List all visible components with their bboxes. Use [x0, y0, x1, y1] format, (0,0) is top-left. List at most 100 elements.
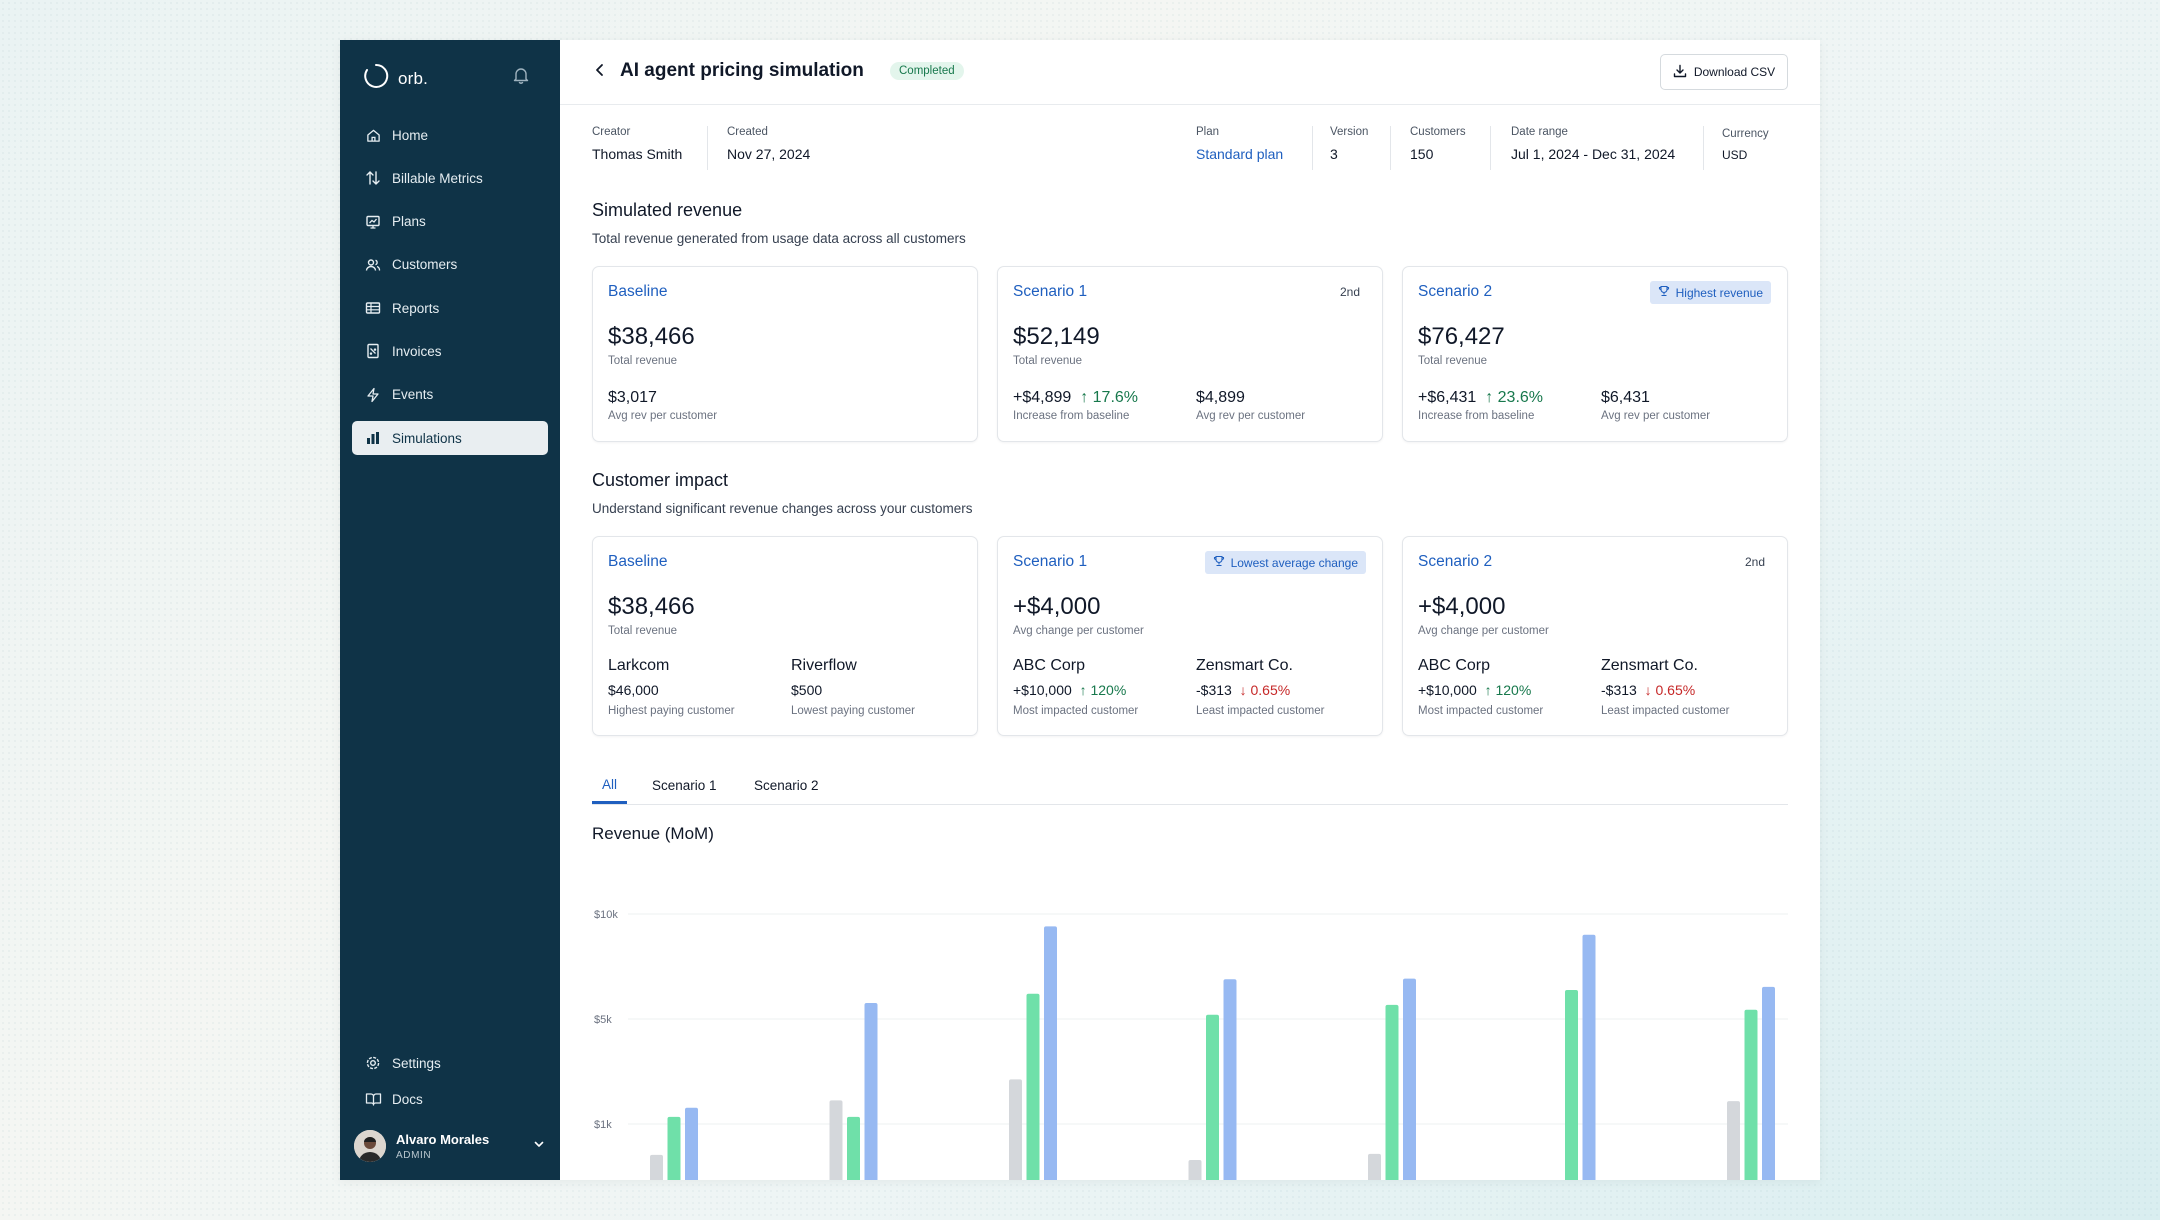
divider — [1390, 126, 1391, 170]
chart-bar[interactable] — [1188, 1160, 1202, 1180]
chart-bar[interactable] — [1206, 1014, 1219, 1180]
chart-bar[interactable] — [1565, 990, 1578, 1180]
chart-bar[interactable] — [1044, 926, 1057, 1180]
divider — [1312, 126, 1313, 170]
customer-label: Highest paying customer — [608, 705, 735, 717]
meta-created: Created Nov 27, 2024 — [727, 126, 810, 162]
sidebar-item-label: Invoices — [392, 343, 442, 359]
sidebar-item-settings[interactable]: Settings — [352, 1046, 548, 1080]
card-stat-label: Avg rev per customer — [608, 410, 718, 422]
sidebar-item-simulations[interactable]: Simulations — [352, 421, 548, 456]
highest-revenue-badge: Highest revenue — [1649, 281, 1771, 304]
orb-logo-icon — [362, 62, 390, 95]
chart-bar[interactable] — [864, 1003, 878, 1180]
plan-link[interactable]: Standard plan — [1196, 146, 1284, 162]
change-percent: 120% — [1495, 682, 1532, 698]
chart-bar[interactable] — [667, 1116, 681, 1180]
tab-scenario-1[interactable]: Scenario 1 — [652, 777, 717, 793]
meta-value: 3 — [1330, 146, 1338, 162]
chart-bar[interactable] — [829, 1100, 843, 1180]
sidebar-bottom-nav: Settings Docs — [352, 1046, 548, 1118]
customer-value: $500 — [791, 682, 823, 698]
user-info: Alvaro Morales ADMIN — [396, 1132, 532, 1161]
meta-value: Thomas Smith — [592, 146, 683, 162]
badge-label: Lowest average change — [1230, 555, 1358, 570]
sidebar-item-reports[interactable]: Reports — [352, 291, 548, 325]
value: +$10,000 — [1418, 682, 1477, 698]
page-title: AI agent pricing simulation — [620, 60, 864, 81]
app-window: orb. Home Billable Metrics Plans Custome… — [340, 40, 1820, 1180]
lowest-change-badge: Lowest average change — [1204, 551, 1366, 574]
change-percent: 0.65% — [1250, 682, 1291, 698]
chart-bar[interactable] — [1368, 1153, 1381, 1180]
chevron-down-icon[interactable] — [532, 1137, 546, 1156]
card-value-label: Total revenue — [608, 625, 678, 637]
sidebar-item-home[interactable]: Home — [352, 118, 548, 152]
stat-value: +$6,431 — [1418, 389, 1477, 406]
sidebar-item-label: Events — [392, 387, 434, 403]
value: -$313 — [1196, 682, 1232, 698]
y-tick-label: $5k — [594, 1014, 612, 1026]
card-value: +$4,000 — [1418, 593, 1506, 620]
card-title: Baseline — [608, 553, 668, 570]
trophy-icon — [1213, 555, 1225, 570]
chart-bar[interactable] — [650, 1154, 663, 1180]
chart-bar[interactable] — [1582, 934, 1596, 1180]
customer-value: -$313 ↓ 0.65% — [1196, 682, 1290, 698]
tab-all[interactable]: All — [592, 768, 628, 804]
chart-bar[interactable] — [1223, 979, 1237, 1180]
customer-name: Zensmart Co. — [1196, 657, 1293, 674]
chart-bar[interactable] — [1009, 1079, 1022, 1180]
sidebar-item-invoices[interactable]: Invoices — [352, 334, 548, 368]
sidebar-item-plans[interactable]: Plans — [352, 205, 548, 239]
bell-icon[interactable] — [512, 66, 530, 89]
customer-value: -$313 ↓ 0.65% — [1601, 682, 1695, 698]
card-title: Scenario 1 — [1013, 283, 1088, 300]
customer-name: Riverflow — [791, 657, 857, 674]
sidebar-item-billable-metrics[interactable]: Billable Metrics — [352, 161, 548, 195]
meta-customers: Customers 150 — [1410, 126, 1466, 162]
chevron-left-icon[interactable] — [592, 62, 608, 83]
change-down: ↓ 0.65% — [1236, 682, 1291, 698]
gear-icon — [364, 1054, 382, 1072]
customer-label: Most impacted customer — [1013, 705, 1139, 717]
card-stat: +$6,431 ↑ 23.6% — [1418, 389, 1543, 407]
chart-bar[interactable] — [1744, 1009, 1758, 1180]
tab-scenario-2[interactable]: Scenario 2 — [754, 777, 819, 793]
sidebar-item-docs[interactable]: Docs — [352, 1082, 548, 1116]
meta-label: Version — [1330, 126, 1369, 138]
lightning-icon — [364, 386, 382, 404]
card-stat: $3,017 — [608, 389, 657, 406]
sidebar-item-label: Home — [392, 127, 429, 143]
chart-bar[interactable] — [1026, 993, 1040, 1180]
chart-bar[interactable] — [1727, 1101, 1740, 1180]
sidebar-item-events[interactable]: Events — [352, 378, 548, 412]
chart-bar[interactable] — [1385, 1004, 1399, 1180]
sidebar-nav: Home Billable Metrics Plans Customers Re… — [352, 118, 548, 464]
download-csv-button[interactable]: Download CSV — [1660, 54, 1788, 90]
chart-bar[interactable] — [847, 1116, 860, 1180]
meta-value: Nov 27, 2024 — [727, 146, 811, 162]
meta-label: Created — [727, 126, 768, 138]
chart-bar[interactable] — [1403, 978, 1416, 1180]
chart-bar[interactable] — [685, 1107, 698, 1180]
arrows-up-down-icon — [364, 169, 382, 187]
card-value: +$4,000 — [1013, 593, 1101, 620]
card-value: $52,149 — [1013, 323, 1100, 350]
change-up: ↑ 120% — [1076, 682, 1127, 698]
sidebar-item-customers[interactable]: Customers — [352, 248, 548, 282]
user-menu[interactable]: Alvaro Morales ADMIN — [354, 1126, 546, 1166]
meta-creator: Creator Thomas Smith — [592, 126, 682, 162]
card-stat-label: Increase from baseline — [1013, 410, 1130, 422]
card-value-label: Total revenue — [1013, 355, 1083, 367]
chart-bar[interactable] — [1762, 986, 1775, 1180]
sidebar-item-label: Simulations — [392, 430, 462, 446]
stat-value: +$4,899 — [1013, 389, 1072, 406]
arrow-up-icon: ↑ — [1484, 682, 1492, 698]
customer-label: Lowest paying customer — [791, 705, 916, 717]
customer-impact-title: Customer impact — [592, 470, 729, 490]
brand[interactable]: orb. — [362, 62, 428, 95]
reports-icon — [364, 299, 382, 317]
arrow-up-icon: ↑ — [1079, 682, 1087, 698]
book-icon — [364, 1090, 382, 1108]
